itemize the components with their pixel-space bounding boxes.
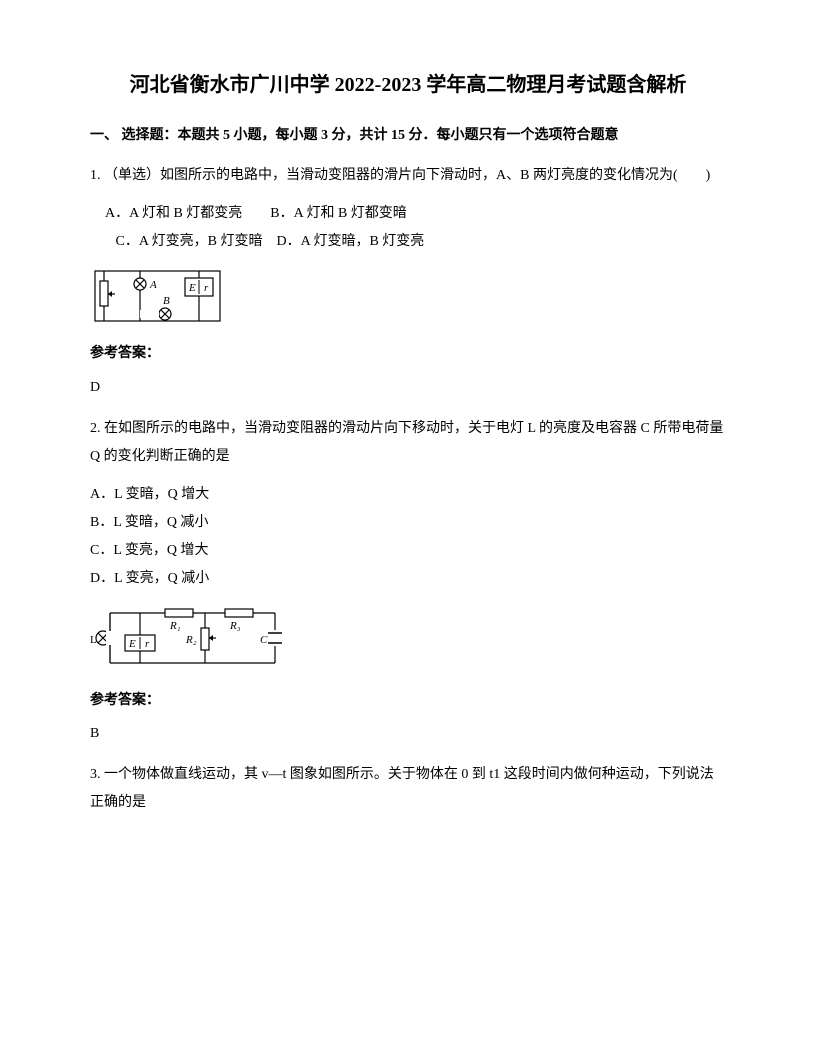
question-3-text: 3. 一个物体做直线运动，其 v—t 图象如图所示。关于物体在 0 到 t1 这… xyxy=(90,761,726,817)
question-2-text: 2. 在如图所示的电路中，当滑动变阻器的滑动片向下移动时，关于电灯 L 的亮度及… xyxy=(90,415,726,471)
q1-option-c: C．A 灯变亮，B 灯变暗 xyxy=(116,234,263,249)
question-1-options: A．A 灯和 B 灯都变亮 B．A 灯和 B 灯都变暗 C．A 灯变亮，B 灯变… xyxy=(105,200,726,256)
q2-option-c: C．L 变亮，Q 增大 xyxy=(90,537,726,565)
question-2-options: A．L 变暗，Q 增大 B．L 变暗，Q 减小 C．L 变亮，Q 增大 D．L … xyxy=(90,481,726,593)
q2-option-b: B．L 变暗，Q 减小 xyxy=(90,509,726,537)
label-b: B xyxy=(163,295,170,307)
q2-option-d: D．L 变亮，Q 减小 xyxy=(90,565,726,593)
page-title: 河北省衡水市广川中学 2022-2023 学年高二物理月考试题含解析 xyxy=(90,70,726,100)
question-1-text: 1. （单选）如图所示的电路中，当滑动变阻器的滑片向下滑动时，A、B 两灯亮度的… xyxy=(90,162,726,190)
label-e2: E xyxy=(128,638,136,650)
q1-answer: D xyxy=(90,375,726,400)
label-r2b: R₂ xyxy=(185,634,197,646)
label-e: E xyxy=(188,282,196,294)
q2-circuit-diagram: L E r R₁ R₂ R₃ C xyxy=(90,603,726,678)
label-r1: R₁ xyxy=(169,620,181,632)
q1-answer-label: 参考答案： xyxy=(90,341,726,366)
label-r3: R₃ xyxy=(229,620,241,632)
q2-answer: B xyxy=(90,721,726,746)
q1-circuit-diagram: A B E r xyxy=(90,266,726,331)
section-header: 一、 选择题：本题共 5 小题，每小题 3 分，共计 15 分．每小题只有一个选… xyxy=(90,125,726,147)
label-r: r xyxy=(204,282,209,294)
q2-option-a: A．L 变暗，Q 增大 xyxy=(90,481,726,509)
label-a: A xyxy=(149,279,157,291)
label-c: C xyxy=(260,634,268,646)
label-r2: r xyxy=(145,638,150,650)
label-l: L xyxy=(90,634,97,646)
q1-option-b: B．A 灯和 B 灯都变暗 xyxy=(270,206,407,221)
q1-option-d: D．A 灯变暗，B 灯变亮 xyxy=(277,234,425,249)
q1-option-a: A．A 灯和 B 灯都变亮 xyxy=(105,206,242,221)
q2-answer-label: 参考答案： xyxy=(90,688,726,713)
